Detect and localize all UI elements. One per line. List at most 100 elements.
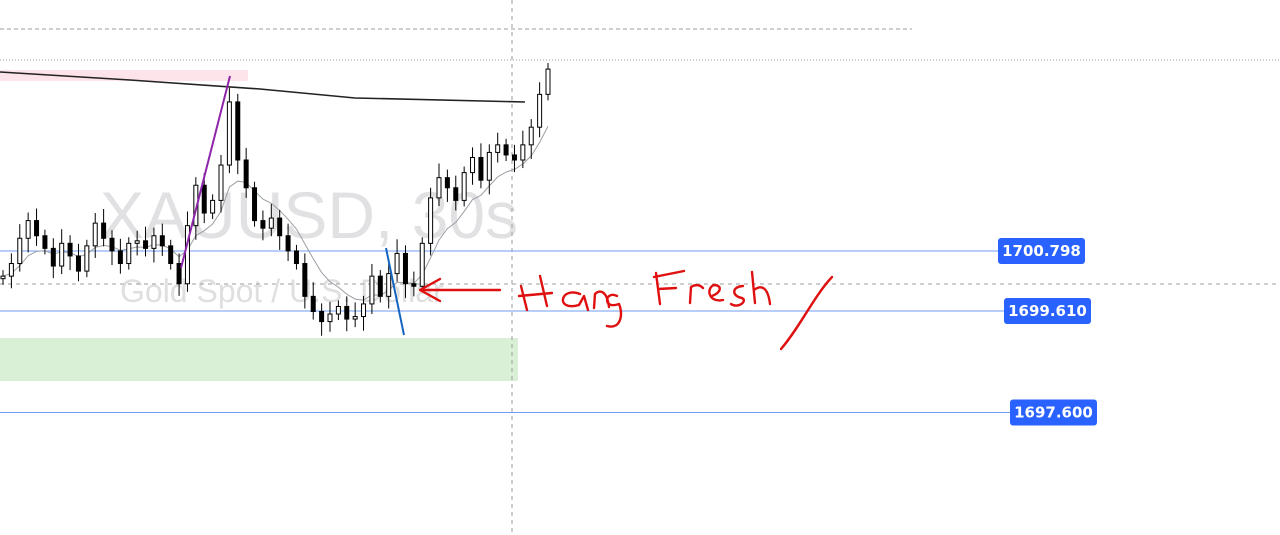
candle — [277, 209, 283, 250]
candle-body — [411, 283, 417, 287]
candle-body — [386, 273, 392, 297]
candle-body — [268, 217, 274, 229]
candle-body — [134, 240, 140, 244]
candle — [42, 229, 48, 255]
candle-body — [293, 250, 299, 265]
candle — [327, 301, 333, 332]
candle — [151, 227, 157, 263]
price-tag-label: 1697.600 — [1014, 403, 1093, 421]
candle — [176, 253, 182, 296]
candle — [101, 208, 107, 247]
candle — [302, 253, 308, 309]
candle-body — [402, 252, 408, 285]
candle — [235, 93, 241, 175]
impulse-leg-blue[interactable] — [385, 247, 405, 336]
candle-body — [126, 242, 132, 265]
price-tag-2[interactable]: 1697.600 — [1010, 399, 1097, 426]
candle-body — [394, 252, 400, 275]
candle — [545, 63, 551, 101]
candle — [201, 173, 207, 224]
candle-body — [201, 184, 207, 214]
candle-body — [34, 220, 40, 237]
candle — [268, 203, 274, 237]
candle — [520, 130, 526, 169]
candle — [218, 154, 224, 213]
candle-body — [503, 144, 509, 156]
candle — [361, 295, 367, 331]
candle — [252, 181, 258, 227]
candle — [67, 235, 73, 271]
candle-body — [184, 225, 190, 285]
candle-body — [117, 250, 123, 265]
price-tag-0[interactable]: 1700.798 — [998, 238, 1085, 264]
candle-body — [67, 242, 73, 257]
candle-body — [319, 310, 325, 323]
candle-body — [252, 187, 258, 222]
candle — [352, 302, 358, 328]
candle-body — [143, 240, 149, 249]
candle-body — [92, 222, 98, 247]
candle-body — [151, 235, 157, 249]
candle — [25, 212, 31, 253]
candle — [319, 303, 325, 336]
candle — [143, 226, 149, 257]
candle-body — [470, 156, 476, 174]
candle-body — [8, 263, 14, 277]
supply-zone — [0, 70, 248, 81]
candle — [428, 187, 434, 256]
moving-average-line — [2, 126, 549, 301]
candle — [335, 300, 341, 321]
candle — [528, 119, 534, 159]
price-tag-label: 1699.610 — [1008, 302, 1087, 320]
candle-body — [537, 93, 543, 128]
candle — [226, 87, 232, 174]
candle — [184, 211, 190, 292]
candle — [386, 263, 392, 309]
candle-body — [101, 222, 107, 239]
candle-body — [75, 255, 81, 272]
candle — [260, 210, 266, 241]
candle — [453, 175, 459, 211]
candle-body — [310, 295, 316, 312]
candle-body — [168, 245, 174, 265]
candle — [75, 243, 81, 282]
candle-body — [243, 159, 249, 189]
candle — [344, 296, 350, 332]
candle — [411, 271, 417, 297]
candle-body — [25, 220, 31, 239]
candle-body — [461, 172, 467, 201]
price-tag-bg — [998, 238, 1085, 264]
candle — [293, 244, 299, 270]
candle — [59, 229, 65, 275]
candle — [168, 239, 174, 270]
candle — [285, 223, 291, 261]
candle-body — [377, 275, 383, 297]
candle-body — [0, 275, 6, 280]
candle — [210, 194, 216, 220]
trendline[interactable] — [0, 71, 526, 103]
candle-body — [210, 199, 216, 214]
candle-body — [486, 151, 492, 181]
candle — [310, 282, 316, 320]
candle — [511, 144, 517, 173]
candle — [537, 82, 543, 138]
candle-body — [50, 247, 56, 267]
candle — [444, 169, 450, 202]
candle — [402, 245, 408, 298]
symbol-watermark: XAUUSD, 30s — [100, 178, 518, 252]
candle-body — [218, 164, 224, 201]
candle-body — [335, 305, 341, 315]
candle — [50, 238, 56, 279]
impulse-leg-purple[interactable] — [180, 75, 231, 269]
candle — [126, 237, 132, 270]
candle-body — [226, 101, 232, 166]
candle — [495, 132, 501, 163]
candle — [117, 238, 123, 274]
price-tag-1[interactable]: 1699.610 — [1004, 297, 1091, 324]
candle-body — [277, 217, 283, 237]
candle-body — [42, 235, 48, 249]
candle-body — [444, 177, 450, 189]
candle-body — [235, 101, 241, 161]
candle-body — [369, 275, 375, 305]
